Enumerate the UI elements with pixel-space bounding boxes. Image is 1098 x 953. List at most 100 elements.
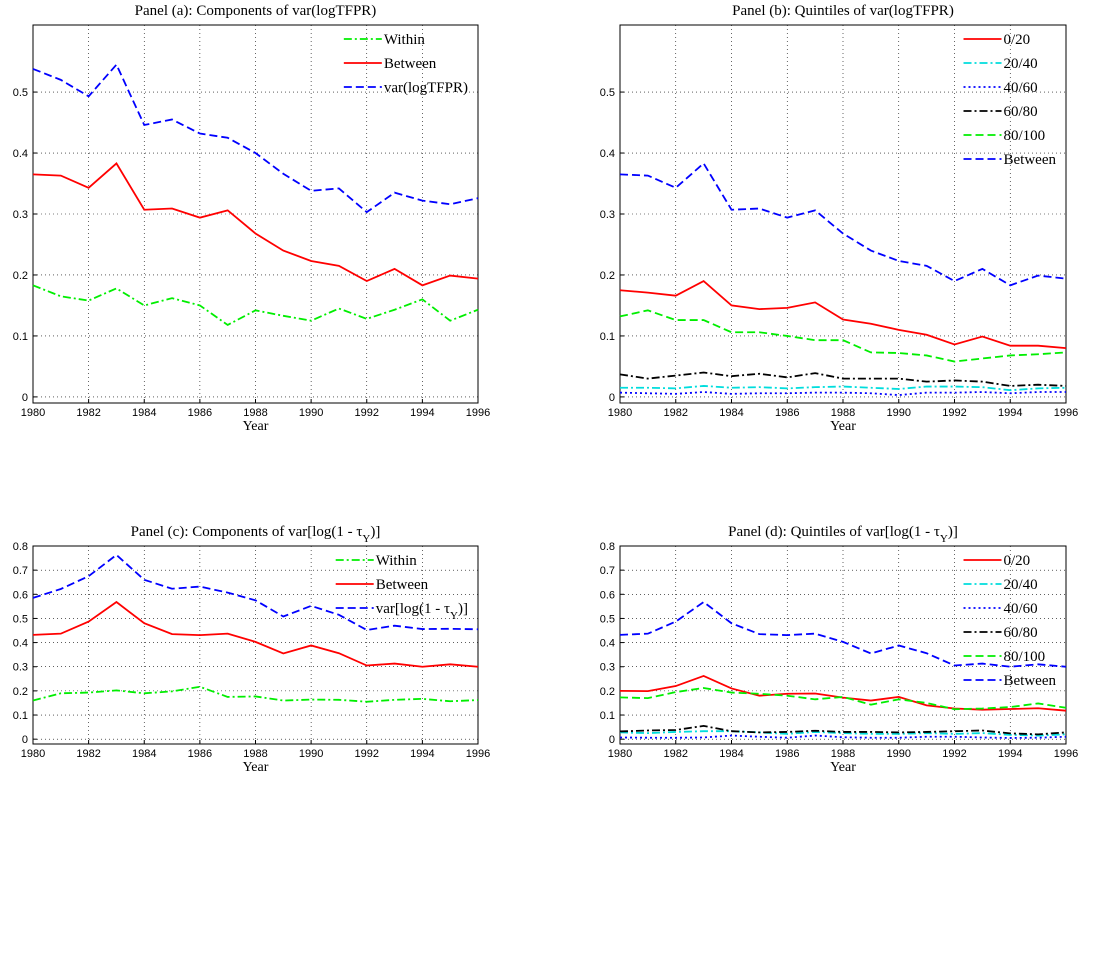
legend-label: 60/80	[1004, 104, 1038, 120]
legend-label: Within	[376, 553, 418, 569]
plot-area	[33, 25, 478, 403]
y-tick-label: 0.4	[600, 148, 615, 160]
y-tick-label: 0.3	[600, 662, 615, 674]
legend: Within Between var[log(1 - τY)]	[335, 553, 468, 622]
x-tick-label: 1980	[608, 407, 632, 419]
x-tick-label: 1986	[775, 407, 799, 419]
x-tick-label: 1992	[355, 748, 379, 760]
legend-label: var(logTFPR)	[384, 80, 468, 96]
panel: 0 0.1 0.2 0.3 0.4 0.5 0.6 0.7 0.8 1980 1982 1984 198…	[600, 524, 1079, 775]
plot-frame	[32, 24, 479, 404]
series-line	[619, 600, 1067, 668]
x-tick-label: 1984	[132, 407, 156, 419]
y-tick-label: 0.5	[600, 87, 615, 99]
x-tick-label: 1988	[243, 407, 267, 419]
y-tick-label: 0	[22, 734, 28, 746]
x-tick-label: 1982	[664, 407, 688, 419]
x-axis-label: Year	[830, 760, 856, 775]
series-line	[619, 730, 1067, 737]
y-tick-label: 0.3	[600, 209, 615, 221]
chart-title: Panel (a): Components of var(logTFPR)	[135, 3, 377, 19]
x-tick-label: 1982	[76, 748, 100, 760]
series-line	[32, 553, 479, 631]
x-tick-label: 1988	[831, 407, 855, 419]
y-tick-label: 0.1	[13, 710, 28, 722]
legend: Within Between var(logTFPR)	[343, 32, 468, 96]
legend-label: 40/60	[1004, 601, 1038, 617]
plot-frame	[619, 24, 1067, 404]
series-line	[32, 62, 479, 214]
y-tick-label: 0	[609, 392, 615, 404]
y-tick-label: 0.2	[13, 686, 28, 698]
panel: 0 0.1 0.2 0.3 0.4 0.5 1980 1982 1984 1986 1988 1990…	[600, 3, 1079, 434]
series-line	[32, 685, 479, 703]
x-tick-label: 1992	[355, 407, 379, 419]
y-tick-label: 0.2	[600, 686, 615, 698]
y-tick-label: 0.5	[13, 613, 28, 625]
x-tick-label: 1992	[942, 748, 966, 760]
y-tick-label: 0.1	[13, 331, 28, 343]
x-tick-label: 1980	[21, 407, 45, 419]
y-tick-label: 0	[609, 734, 615, 746]
x-axis-label: Year	[243, 760, 269, 775]
x-tick-label: 1996	[466, 748, 490, 760]
panel: 0 0.1 0.2 0.3 0.4 0.5 1980 1982 1984 1986 1988 1990…	[13, 3, 491, 434]
x-tick-label: 1984	[719, 748, 743, 760]
y-tick-label: 0.2	[600, 270, 615, 282]
legend-label: var[log(1 - τY)]	[376, 601, 468, 622]
y-tick-label: 0.5	[600, 613, 615, 625]
x-tick-label: 1990	[299, 407, 323, 419]
legend-label: Within	[384, 32, 426, 48]
y-tick-label: 0.4	[13, 148, 28, 160]
y-tick-label: 0.7	[13, 565, 28, 577]
x-axis-label: Year	[243, 419, 269, 434]
legend-label: 80/100	[1004, 128, 1046, 144]
legend: 0/20 20/40 40/60 60/80 80/100 Between	[963, 553, 1057, 689]
x-tick-label: 1992	[942, 407, 966, 419]
y-tick-label: 0.4	[600, 638, 615, 650]
legend-label: 40/60	[1004, 80, 1038, 96]
legend-label: Between	[1004, 152, 1057, 168]
x-tick-label: 1990	[887, 748, 911, 760]
legend-label: 0/20	[1004, 32, 1031, 48]
legend: 0/20 20/40 40/60 60/80 80/100 Between	[963, 32, 1057, 168]
x-tick-label: 1990	[299, 748, 323, 760]
y-tick-label: 0.8	[600, 541, 615, 553]
plot-frame	[619, 545, 1067, 745]
legend-label: Between	[1004, 673, 1057, 689]
x-tick-label: 1986	[188, 407, 212, 419]
legend-label: 60/80	[1004, 625, 1038, 641]
x-tick-label: 1982	[664, 748, 688, 760]
y-tick-label: 0.7	[600, 565, 615, 577]
legend-label: 80/100	[1004, 649, 1046, 665]
legend-label: 20/40	[1004, 577, 1038, 593]
series-line	[32, 162, 479, 287]
series-line	[619, 687, 1067, 711]
x-tick-label: 1984	[132, 748, 156, 760]
series-line	[619, 309, 1067, 363]
x-tick-label: 1996	[1054, 748, 1078, 760]
x-tick-label: 1986	[188, 748, 212, 760]
x-tick-label: 1986	[775, 748, 799, 760]
legend-label: 0/20	[1004, 553, 1031, 569]
x-tick-label: 1984	[719, 407, 743, 419]
series-line	[619, 674, 1067, 712]
x-tick-label: 1994	[998, 407, 1022, 419]
chart-title: Panel (b): Quintiles of var(logTFPR)	[732, 3, 954, 19]
series-line	[619, 279, 1067, 350]
chart-title: Panel (d): Quintiles of var[log(1 - τY)]	[728, 524, 958, 545]
x-tick-label: 1994	[998, 748, 1022, 760]
series-line	[619, 734, 1067, 739]
series-line	[32, 600, 479, 668]
panel: 0 0.1 0.2 0.3 0.4 0.5 0.6 0.7 0.8 1980 1982 1984 198…	[13, 524, 491, 775]
x-tick-label: 1994	[410, 407, 434, 419]
x-tick-label: 1994	[410, 748, 434, 760]
series-line	[619, 724, 1067, 736]
x-tick-label: 1996	[466, 407, 490, 419]
y-tick-label: 0.3	[13, 662, 28, 674]
series-line	[32, 284, 479, 327]
chart-title: Panel (c): Components of var[log(1 - τY)…	[131, 524, 381, 545]
x-tick-label: 1982	[76, 407, 100, 419]
